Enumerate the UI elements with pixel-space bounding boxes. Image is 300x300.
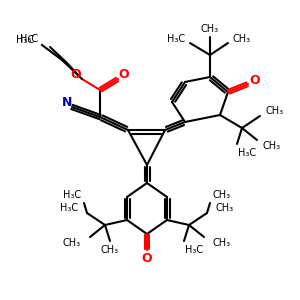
Text: CH₃: CH₃ [213, 190, 231, 200]
Text: CH₃: CH₃ [263, 141, 281, 151]
Text: H₃C: H₃C [63, 190, 81, 200]
Text: H₃C: H₃C [167, 34, 185, 44]
Text: H₃C: H₃C [20, 34, 38, 44]
Text: H₃C: H₃C [238, 148, 256, 158]
Text: CH₃: CH₃ [233, 34, 251, 44]
Text: H₃C: H₃C [16, 35, 34, 45]
Text: CH₃: CH₃ [213, 238, 231, 248]
Text: O: O [142, 251, 152, 265]
Text: CH₃: CH₃ [201, 24, 219, 34]
Text: CH₃: CH₃ [63, 238, 81, 248]
Text: CH₃: CH₃ [216, 203, 234, 213]
Text: O: O [71, 68, 81, 82]
Text: N: N [62, 95, 72, 109]
Text: CH₃: CH₃ [101, 245, 119, 255]
Text: H₃C: H₃C [185, 245, 203, 255]
Text: O: O [250, 74, 260, 88]
Text: O: O [119, 68, 129, 82]
Text: CH₃: CH₃ [266, 106, 284, 116]
Text: H₃C: H₃C [60, 203, 78, 213]
